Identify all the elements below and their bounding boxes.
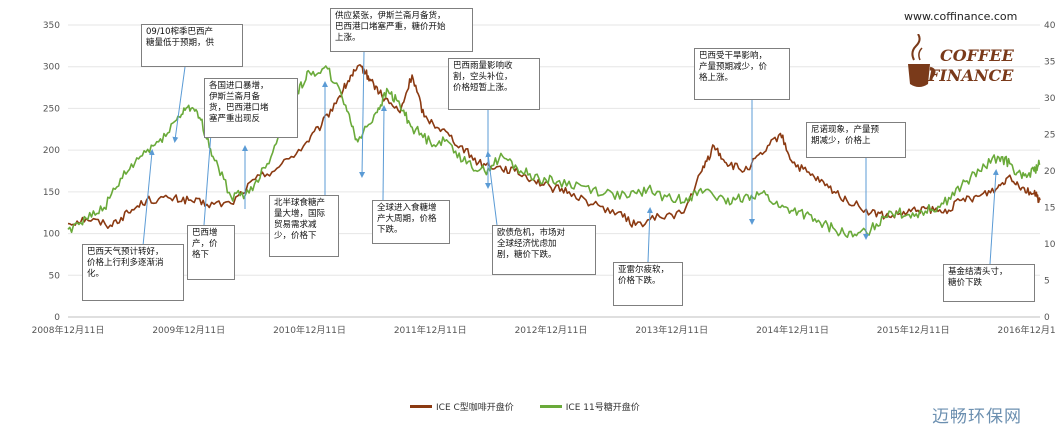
x-tick-label: 2014年12月11日 (756, 324, 829, 336)
x-tick-label: 2015年12月11日 (877, 324, 950, 336)
coffee-cup-icon (908, 34, 936, 87)
annotation-arrow (142, 149, 155, 247)
x-tick-label: 2010年12月11日 (273, 324, 346, 336)
right-tick-label: 15 (1044, 204, 1055, 214)
annotation-arrow (989, 169, 999, 265)
left-tick-label: 300 (43, 63, 60, 73)
coffee-finance-logo: COFFEE FINANCE (900, 28, 1040, 98)
x-tick-label: 2008年12月11日 (32, 324, 105, 336)
right-tick-label: 30 (1044, 94, 1056, 104)
left-tick-label: 250 (43, 104, 60, 114)
annotation-a11: 巴西受干旱影响， 产量预期减少，价 格上涨。 (694, 48, 790, 100)
legend-label-coffee: ICE C型咖啡开盘价 (436, 403, 514, 413)
right-tick-label: 10 (1044, 240, 1056, 250)
annotation-arrow (380, 105, 387, 201)
coffee-price-line (67, 64, 1041, 229)
logo-word-finance: FINANCE (928, 66, 1014, 85)
annotation-arrow (646, 207, 653, 263)
x-tick-label: 2009年12月11日 (152, 324, 225, 336)
annotation-a3: 巴西增 产，价 格下 (187, 225, 235, 280)
annotation-a7: 全球进入食糖增 产大周期，价格 下跌。 (372, 200, 450, 244)
legend-item-sugar: ICE 11号糖开盘价 (539, 400, 640, 413)
annotation-arrow (359, 51, 366, 178)
left-tick-label: 150 (43, 188, 60, 198)
x-axis-ticks: 2008年12月11日 2009年12月11日 2010年12月11日 2011年12… (32, 324, 1056, 336)
left-tick-label: 0 (54, 313, 60, 323)
right-tick-label: 35 (1044, 58, 1055, 68)
legend-item-coffee: ICE C型咖啡开盘价 (410, 400, 514, 413)
legend-swatch-sugar (539, 405, 562, 408)
series-lines (67, 64, 1041, 239)
annotation-a12: 尼诺现象，产量预 期减少，价格上 (806, 122, 906, 158)
chart-legend: ICE C型咖啡开盘价 ICE 11号糖开盘价 (410, 400, 640, 413)
annotation-a4: 各国进口暴增， 伊斯兰斋月备 货，巴西港口堵 塞严重出现反 (204, 78, 298, 138)
annotation-a13: 基金结清头寸， 糖价下跌 (943, 264, 1035, 302)
legend-label-sugar: ICE 11号糖开盘价 (565, 403, 640, 413)
annotation-a8: 巴西雨量影响收 割，空头补位， 价格短暂上涨。 (448, 58, 540, 110)
x-tick-label: 2013年12月11日 (635, 324, 708, 336)
watermark: 迈畅环保网 (932, 407, 1022, 427)
logo-word-coffee: COFFEE (940, 46, 1014, 65)
site-url: www.coffinance.com (904, 10, 1018, 23)
annotation-a9: 欧债危机，市场对 全球经济忧虑加 剧，糖价下跌。 (492, 225, 596, 275)
left-axis-ticks: 0 50 100 150 200 250 300 350 (43, 21, 60, 323)
legend-swatch-coffee (410, 405, 432, 408)
annotation-a6: 供应紧张，伊斯兰斋月备货， 巴西港口堵塞严重，糖价开始 上涨。 (330, 8, 473, 52)
annotation-arrow (172, 66, 186, 143)
left-tick-label: 100 (43, 230, 60, 240)
right-tick-label: 20 (1044, 167, 1056, 177)
left-tick-label: 200 (43, 146, 60, 156)
right-tick-label: 0 (1044, 313, 1050, 323)
annotation-a5: 北半球食糖产 量大增，国际 贸易需求减 少，价格下 (269, 195, 339, 257)
annotation-a10: 亚雷尔疲软， 价格下跌。 (613, 262, 683, 306)
right-tick-label: 25 (1044, 131, 1055, 141)
right-tick-label: 5 (1044, 277, 1050, 287)
right-axis-ticks: 0 5 10 15 20 25 30 35 40 (1044, 21, 1056, 323)
left-tick-label: 350 (43, 21, 60, 31)
x-tick-label: 2012年12月11日 (515, 324, 588, 336)
right-tick-label: 40 (1044, 21, 1056, 31)
annotation-a2: 09/10榨季巴西产 糖量低于预期，供 (141, 24, 243, 67)
sugar-price-line (67, 65, 1041, 239)
x-tick-label: 2011年12月11日 (394, 324, 467, 336)
left-tick-label: 50 (49, 271, 61, 281)
annotation-a1: 巴西天气预计转好， 价格上行利多逐渐消 化。 (82, 244, 184, 301)
x-tick-label: 2016年12月11日 (998, 324, 1056, 336)
annotation-arrow (485, 151, 498, 226)
